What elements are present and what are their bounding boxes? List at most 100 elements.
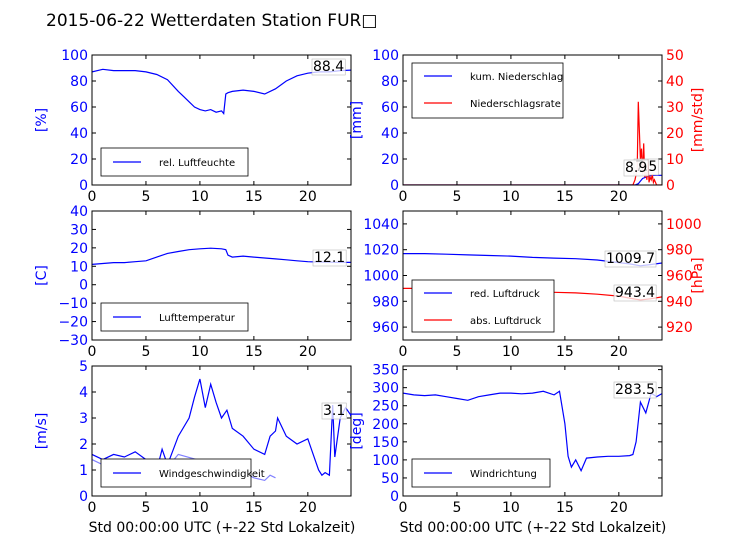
legend: red. Luftdruck abs. Luftdruck xyxy=(411,279,555,333)
y2-tick-label: 960 xyxy=(666,269,693,285)
y-tick-label: 100 xyxy=(61,48,88,64)
series-line-1 xyxy=(403,390,662,473)
panel-3: 0 5 10 15 20 −30 −20 −10 0 10 20 30 40 [C] Lufttempera… xyxy=(34,204,352,360)
x-tick-label: 15 xyxy=(556,500,574,516)
panel-6: 0 5 10 15 20050100150200250300350[deg]Windri… xyxy=(349,363,663,516)
x-tick-label: 5 xyxy=(452,189,461,205)
value-annotation: 88.4 xyxy=(313,59,344,75)
axes-frame xyxy=(91,54,352,186)
panel-4: 0 5 10 15 20 960 980 1000 1020 1040 920 940 960 980 10… xyxy=(363,210,706,360)
x-tick-label: 10 xyxy=(502,344,520,360)
annotation-box xyxy=(613,284,657,302)
x-tick-label: 15 xyxy=(556,344,574,360)
legend-box xyxy=(411,62,564,119)
y-tick-label: 300 xyxy=(372,381,399,397)
legend-label: Lufttemperatur xyxy=(159,313,236,324)
legend-label: red. Luftdruck xyxy=(470,289,540,300)
y-tick-label: 20 xyxy=(70,241,88,257)
x-tick-label: 5 xyxy=(452,500,461,516)
y-tick-label: 250 xyxy=(372,399,399,415)
figure-title: 2015-06-22 Wetterdaten Station FUR□ xyxy=(46,11,377,31)
series-line-1 xyxy=(92,68,351,115)
legend: Lufttemperatur xyxy=(100,302,249,332)
y-tick-label: 30 xyxy=(70,222,88,238)
y2-tick-label: 50 xyxy=(666,48,684,64)
y2-tick-label: 1000 xyxy=(666,217,702,233)
y-tick-label: −20 xyxy=(58,315,88,331)
value-annotation: 8.9 xyxy=(625,160,647,176)
annotation-box xyxy=(604,250,657,268)
y2-tick-label: 30 xyxy=(666,100,684,116)
value-annotation: 1009.7 xyxy=(606,251,655,267)
axes-frame xyxy=(91,210,352,341)
x-axis-label-right: Std 00:00:00 UTC (+-22 Std Lokalzeit) xyxy=(400,520,667,536)
x-tick-label: 15 xyxy=(245,189,263,205)
legend-label: abs. Luftdruck xyxy=(470,316,541,327)
y-tick-label: 40 xyxy=(70,204,88,220)
y-tick-label: 20 xyxy=(70,152,88,168)
x-tick-label: 15 xyxy=(245,500,263,516)
annotation-box xyxy=(623,159,649,177)
y-tick-label: 80 xyxy=(381,74,399,90)
y-tick-label: 0 xyxy=(390,178,399,194)
x-tick-label: 10 xyxy=(191,344,209,360)
x-tick-label: 0 xyxy=(399,344,408,360)
y-tick-label: 50 xyxy=(381,471,399,487)
y2-tick-label: 980 xyxy=(666,243,693,259)
y-tick-label: 0 xyxy=(79,489,88,505)
y2-axis-label: [mm/std] xyxy=(690,88,706,153)
y-tick-label: 1000 xyxy=(363,269,399,285)
legend-label: rel. Luftfeuchte xyxy=(159,158,235,169)
y-tick-label: 1 xyxy=(79,463,88,479)
y-tick-label: −30 xyxy=(58,333,88,349)
y-tick-label: 60 xyxy=(70,100,88,116)
y-tick-label: 3 xyxy=(79,411,88,427)
y-tick-label: 350 xyxy=(372,363,399,379)
y-tick-label: 150 xyxy=(372,435,399,451)
value-annotation: 12.1 xyxy=(314,250,345,266)
legend-label: Windrichtung xyxy=(470,469,537,480)
x-tick-label: 10 xyxy=(502,189,520,205)
annotation-box xyxy=(613,381,657,399)
x-tick-label: 5 xyxy=(141,189,150,205)
y2-tick-label: 0 xyxy=(666,178,675,194)
y-tick-label: 10 xyxy=(70,259,88,275)
y-tick-label: 0 xyxy=(79,278,88,294)
x-tick-label: 15 xyxy=(245,344,263,360)
x-axis-label-left: Std 00:00:00 UTC (+-22 Std Lokalzeit) xyxy=(89,520,356,536)
x-tick-label: 0 xyxy=(88,500,97,516)
x-tick-label: 0 xyxy=(399,500,408,516)
legend-label: Windgeschwindigkeit xyxy=(159,469,265,480)
legend: kum. Niederschlag Niederschlagsrate xyxy=(411,62,564,119)
y-axis-label: [m/s] xyxy=(34,413,50,450)
x-tick-label: 5 xyxy=(141,500,150,516)
legend-label: Niederschlagsrate xyxy=(470,99,561,110)
legend-label: kum. Niederschlag xyxy=(470,72,563,83)
y2-tick-label: 10 xyxy=(666,152,684,168)
x-tick-label: 5 xyxy=(141,344,150,360)
x-tick-label: 0 xyxy=(399,189,408,205)
y-axis-label: [mm] xyxy=(349,101,365,139)
annotation-box xyxy=(321,402,347,420)
axes-frame xyxy=(402,365,663,497)
y-tick-label: 60 xyxy=(381,100,399,116)
legend: rel. Luftfeuchte xyxy=(100,147,249,177)
y-tick-label: 80 xyxy=(70,74,88,90)
y2-tick-label: 40 xyxy=(666,74,684,90)
panel-1: 0 5 10 15 20 0 20 40 60 80 100 [%] rel. Luftfeuchte 8… xyxy=(34,48,352,205)
x-tick-label: 10 xyxy=(191,189,209,205)
y-tick-label: 0 xyxy=(79,178,88,194)
x-tick-label: 10 xyxy=(502,500,520,516)
value-annotation: 283.5 xyxy=(615,382,655,398)
x-tick-label: 20 xyxy=(610,344,628,360)
x-tick-label: 15 xyxy=(556,189,574,205)
series-line-1 xyxy=(403,174,662,185)
y-tick-label: 40 xyxy=(70,126,88,142)
panel-5: 0 5 10 15 20 0 1 2 3 4 5 [m/s] Windgeschwindigkeit 3.… xyxy=(34,359,352,516)
x-tick-label: 20 xyxy=(299,344,317,360)
y-tick-label: 980 xyxy=(372,294,399,310)
legend: Windrichtung xyxy=(411,458,551,488)
y-tick-label: −10 xyxy=(58,296,88,312)
y-tick-label: 0 xyxy=(390,489,399,505)
